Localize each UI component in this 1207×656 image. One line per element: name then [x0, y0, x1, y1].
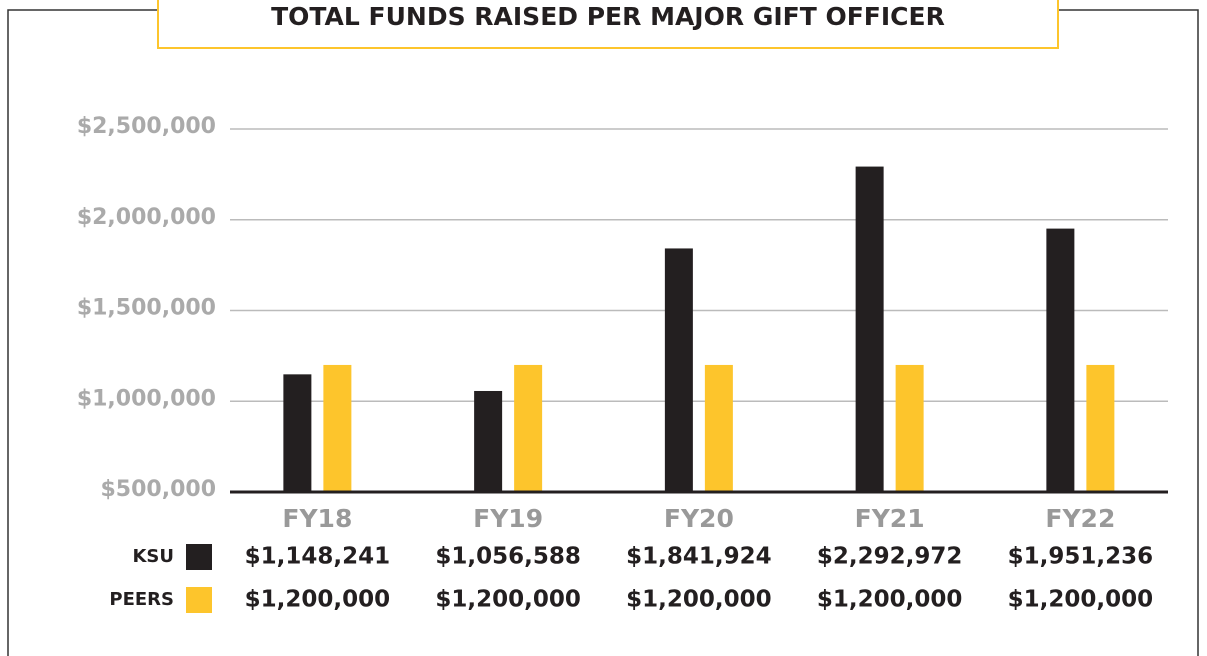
bar — [1086, 364, 1115, 492]
x-tick-label: FY22 — [1045, 504, 1115, 533]
data-label: $1,200,000 — [435, 587, 581, 613]
chart-title: TOTAL FUNDS RAISED PER MAJOR GIFT OFFICE… — [271, 2, 945, 31]
x-tick-label: FY20 — [664, 504, 734, 533]
data-label: $1,148,241 — [245, 544, 391, 570]
bar — [474, 390, 503, 492]
bar — [704, 364, 733, 492]
bar — [1046, 228, 1075, 493]
data-label: $1,841,924 — [626, 544, 772, 570]
bar — [514, 364, 543, 492]
data-label: $1,200,000 — [817, 587, 963, 613]
bar — [323, 364, 352, 492]
y-tick-label: $1,000,000 — [77, 386, 216, 411]
data-label: $1,056,588 — [435, 544, 581, 570]
y-tick-label: $500,000 — [100, 477, 216, 502]
data-label: $1,200,000 — [1008, 587, 1154, 613]
bar — [855, 166, 884, 493]
legend-label: KSU — [132, 546, 174, 567]
y-tick-label: $2,500,000 — [77, 114, 216, 139]
x-tick-label: FY19 — [473, 504, 543, 533]
bar — [664, 248, 693, 492]
bar — [283, 374, 312, 492]
legend-label: PEERS — [109, 589, 174, 610]
data-label: $2,292,972 — [817, 544, 963, 570]
data-label: $1,200,000 — [245, 587, 391, 613]
data-label: $1,200,000 — [626, 587, 772, 613]
x-tick-label: FY18 — [282, 504, 352, 533]
y-tick-label: $1,500,000 — [77, 296, 216, 321]
data-label: $1,951,236 — [1008, 544, 1154, 570]
x-tick-label: FY21 — [855, 504, 925, 533]
bar — [895, 364, 924, 492]
y-tick-label: $2,000,000 — [77, 205, 216, 230]
title-box — [157, 0, 1059, 49]
legend-swatch — [186, 544, 212, 570]
legend-swatch — [186, 587, 212, 613]
